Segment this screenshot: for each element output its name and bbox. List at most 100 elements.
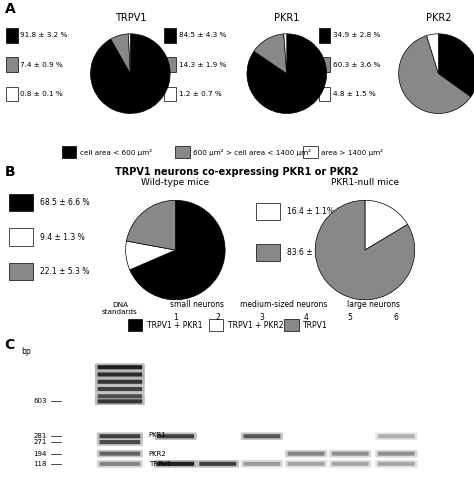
FancyBboxPatch shape bbox=[285, 460, 327, 467]
FancyBboxPatch shape bbox=[329, 460, 371, 467]
Bar bbox=[164, 87, 176, 102]
Bar bbox=[9, 228, 33, 246]
Text: 1: 1 bbox=[173, 313, 178, 322]
Text: 91.8 ± 3.2 %: 91.8 ± 3.2 % bbox=[20, 32, 67, 38]
Text: 6: 6 bbox=[394, 313, 399, 322]
FancyBboxPatch shape bbox=[378, 462, 415, 466]
FancyBboxPatch shape bbox=[157, 462, 194, 466]
Text: large neurons: large neurons bbox=[347, 300, 400, 309]
Bar bbox=[256, 202, 280, 220]
Wedge shape bbox=[315, 200, 415, 300]
Wedge shape bbox=[91, 34, 170, 113]
FancyBboxPatch shape bbox=[157, 434, 194, 438]
Title: PKR2: PKR2 bbox=[426, 13, 451, 23]
Text: 194: 194 bbox=[34, 451, 47, 457]
Wedge shape bbox=[399, 36, 471, 113]
Text: 281: 281 bbox=[34, 433, 47, 439]
Text: 0.8 ± 0.1 %: 0.8 ± 0.1 % bbox=[20, 91, 63, 97]
Text: TRPV1 + PKR2: TRPV1 + PKR2 bbox=[228, 321, 283, 329]
Title: TRPV1: TRPV1 bbox=[115, 13, 146, 23]
FancyBboxPatch shape bbox=[241, 460, 283, 467]
Bar bbox=[9, 263, 33, 280]
FancyBboxPatch shape bbox=[100, 462, 140, 466]
Text: PKR1: PKR1 bbox=[149, 432, 166, 438]
Bar bbox=[62, 146, 76, 158]
Text: small neurons: small neurons bbox=[170, 300, 224, 309]
Bar bbox=[284, 319, 299, 331]
Bar bbox=[9, 194, 33, 211]
FancyBboxPatch shape bbox=[288, 462, 325, 466]
Bar bbox=[6, 28, 18, 43]
Text: 34.9 ± 2.8 %: 34.9 ± 2.8 % bbox=[333, 32, 380, 38]
FancyBboxPatch shape bbox=[375, 450, 418, 458]
FancyBboxPatch shape bbox=[288, 452, 325, 456]
Title: Wild-type mice: Wild-type mice bbox=[141, 178, 210, 187]
Text: 600 μm² > cell area < 1400 μm²: 600 μm² > cell area < 1400 μm² bbox=[193, 149, 311, 156]
Text: A: A bbox=[5, 1, 16, 16]
FancyBboxPatch shape bbox=[244, 434, 280, 438]
FancyBboxPatch shape bbox=[98, 380, 142, 384]
Bar bbox=[175, 146, 190, 158]
FancyBboxPatch shape bbox=[97, 433, 143, 440]
FancyBboxPatch shape bbox=[200, 462, 236, 466]
Bar bbox=[319, 87, 330, 102]
Text: 68.5 ± 6.6 %: 68.5 ± 6.6 % bbox=[40, 198, 90, 207]
Text: 9.4 ± 1.3 %: 9.4 ± 1.3 % bbox=[40, 233, 85, 242]
Text: TRPV1 neurons co-expressing PKR1 or PKR2: TRPV1 neurons co-expressing PKR1 or PKR2 bbox=[115, 167, 359, 177]
FancyBboxPatch shape bbox=[98, 365, 142, 369]
Text: C: C bbox=[5, 338, 15, 352]
Bar bbox=[319, 28, 330, 43]
FancyBboxPatch shape bbox=[332, 462, 369, 466]
FancyBboxPatch shape bbox=[155, 460, 197, 467]
FancyBboxPatch shape bbox=[244, 462, 280, 466]
Bar bbox=[319, 57, 330, 72]
FancyBboxPatch shape bbox=[241, 433, 283, 440]
Text: bp: bp bbox=[21, 347, 31, 356]
Text: area > 1400 μm²: area > 1400 μm² bbox=[321, 149, 383, 156]
Text: medium-sized neurons: medium-sized neurons bbox=[240, 300, 328, 309]
FancyBboxPatch shape bbox=[329, 450, 371, 458]
Bar bbox=[209, 319, 223, 331]
FancyBboxPatch shape bbox=[100, 434, 140, 438]
Text: 84.5 ± 4.3 %: 84.5 ± 4.3 % bbox=[179, 32, 226, 38]
FancyBboxPatch shape bbox=[98, 387, 142, 391]
FancyBboxPatch shape bbox=[155, 433, 197, 440]
Title: PKR1-null mice: PKR1-null mice bbox=[331, 178, 399, 187]
Title: PKR1: PKR1 bbox=[274, 13, 300, 23]
FancyBboxPatch shape bbox=[95, 392, 145, 400]
Bar bbox=[256, 244, 280, 261]
FancyBboxPatch shape bbox=[100, 452, 140, 456]
FancyBboxPatch shape bbox=[98, 394, 142, 398]
FancyBboxPatch shape bbox=[95, 363, 145, 371]
Bar bbox=[6, 87, 18, 102]
FancyBboxPatch shape bbox=[97, 450, 143, 458]
FancyBboxPatch shape bbox=[97, 438, 143, 446]
FancyBboxPatch shape bbox=[98, 373, 142, 377]
Text: 5: 5 bbox=[348, 313, 353, 322]
Bar bbox=[303, 146, 318, 158]
FancyBboxPatch shape bbox=[98, 399, 142, 404]
FancyBboxPatch shape bbox=[285, 450, 327, 458]
FancyBboxPatch shape bbox=[95, 371, 145, 378]
FancyBboxPatch shape bbox=[375, 460, 418, 467]
Wedge shape bbox=[130, 200, 225, 300]
Text: 14.3 ± 1.9 %: 14.3 ± 1.9 % bbox=[179, 62, 226, 68]
Text: 3: 3 bbox=[259, 313, 264, 322]
FancyBboxPatch shape bbox=[95, 385, 145, 393]
Wedge shape bbox=[127, 200, 175, 250]
Wedge shape bbox=[284, 34, 287, 74]
Text: 603: 603 bbox=[34, 398, 47, 405]
Wedge shape bbox=[427, 34, 438, 74]
Wedge shape bbox=[254, 34, 287, 74]
Wedge shape bbox=[365, 200, 408, 250]
Bar bbox=[6, 57, 18, 72]
FancyBboxPatch shape bbox=[95, 378, 145, 385]
Bar bbox=[164, 57, 176, 72]
FancyBboxPatch shape bbox=[332, 452, 369, 456]
FancyBboxPatch shape bbox=[95, 398, 145, 405]
Bar bbox=[128, 319, 142, 331]
FancyBboxPatch shape bbox=[378, 452, 415, 456]
Text: 2: 2 bbox=[215, 313, 220, 322]
Text: PKR2: PKR2 bbox=[149, 451, 166, 457]
Text: 1.2 ± 0.7 %: 1.2 ± 0.7 % bbox=[179, 91, 221, 97]
